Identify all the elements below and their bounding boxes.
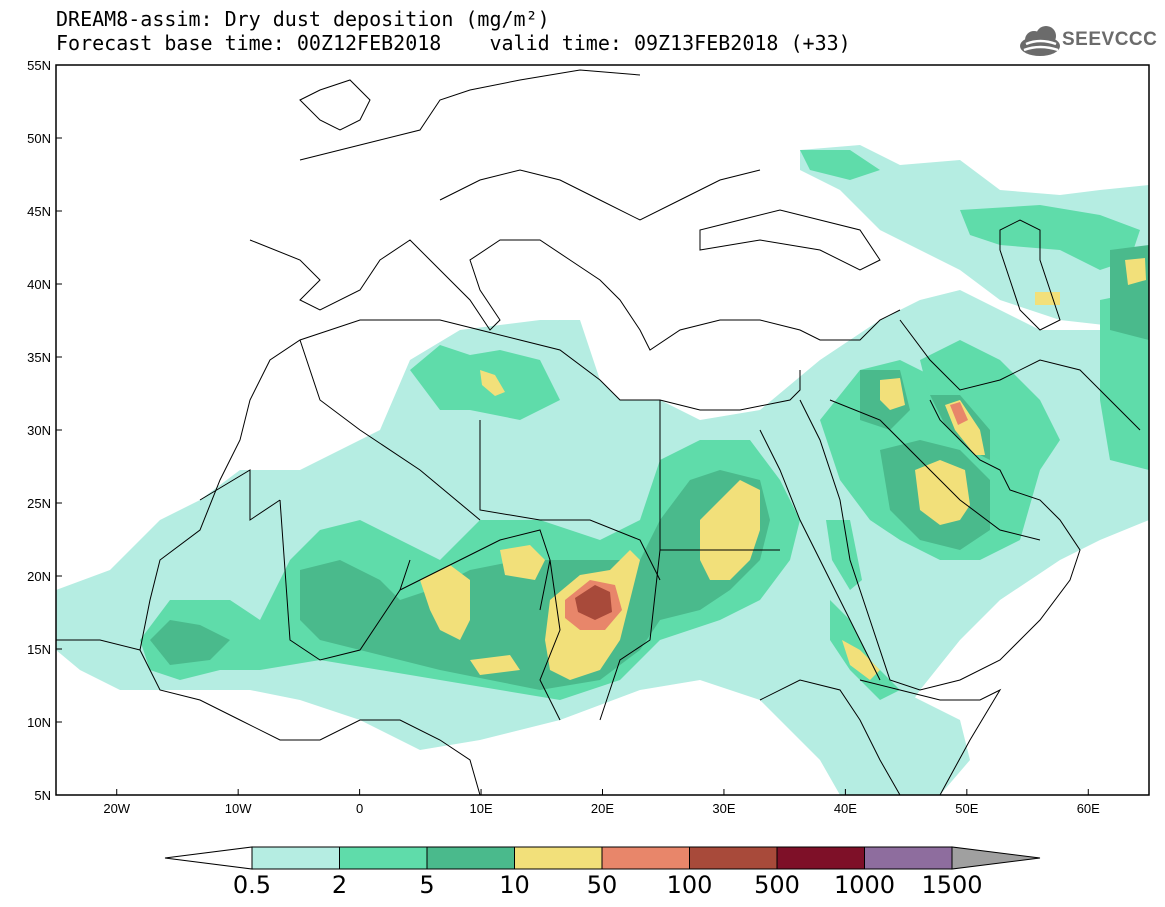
- dust-field: [56, 145, 1149, 795]
- lon-tick-label: 10W: [225, 801, 252, 816]
- border-mauritania: [199, 469, 281, 521]
- coastlines: [56, 69, 1081, 795]
- dust-contour-10-tunisia: [480, 370, 505, 396]
- coastline-arabia: [799, 399, 1081, 691]
- legend-label: 1000: [834, 871, 895, 899]
- coastline-uk: [299, 79, 371, 131]
- border-europe: [439, 169, 761, 221]
- lon-tick-label: 10E: [469, 801, 492, 816]
- border-algeria: [299, 339, 481, 521]
- dust-contour-10-ethiopia: [842, 640, 880, 680]
- coastline-black-sea: [699, 209, 881, 271]
- legend-label: 500: [754, 871, 800, 899]
- lon-tick-label: 60E: [1077, 801, 1100, 816]
- legend-swatch: [426, 846, 515, 870]
- coastline-red-sea: [759, 429, 881, 681]
- legend-label: 5: [419, 871, 434, 899]
- dust-contour-10-arabia: [915, 460, 970, 525]
- logo-text: SEEVCCC: [1062, 29, 1158, 50]
- legend-label: 0.5: [233, 871, 271, 899]
- dust-contour-0p5-horn: [840, 690, 970, 795]
- lon-tick-label: 20W: [103, 801, 130, 816]
- legend-swatch: [689, 846, 778, 870]
- lat-tick-label: 30N: [27, 423, 51, 438]
- legend-low-arrow: [164, 846, 253, 870]
- dust-contour-10-niger: [420, 565, 470, 640]
- legend-swatch: [251, 846, 340, 870]
- lat-tick-label: 55N: [27, 58, 51, 73]
- border-sudan: [599, 549, 661, 721]
- dust-contour-50-gulf: [950, 402, 968, 425]
- dust-contour-2-red-sea: [826, 520, 862, 590]
- lon-tick-label: 0: [356, 801, 363, 816]
- legend-label: 100: [667, 871, 713, 899]
- dust-contour-10-iraq: [880, 378, 905, 410]
- borders: [199, 169, 1141, 795]
- border-chad: [539, 559, 561, 721]
- cloud-icon: [1020, 26, 1060, 56]
- border-libya: [479, 420, 661, 581]
- coastline-europe-south: [249, 239, 901, 351]
- legend-label: 50: [587, 871, 618, 899]
- color-legend: 0.5 2 5 10 50 100 500 1000 1500: [164, 846, 1041, 899]
- dust-contour-100: [575, 585, 612, 620]
- lat-tick-label: 15N: [27, 642, 51, 657]
- latitude-ticks: 5N 10N 15N 20N 25N 30N 35N 40N 45N 50N 55N: [27, 58, 62, 803]
- lat-tick-label: 20N: [27, 569, 51, 584]
- legend-swatch: [339, 846, 428, 870]
- border-mali: [279, 499, 411, 661]
- coastline-gulf-of-guinea: [139, 649, 481, 795]
- lat-tick-label: 50N: [27, 131, 51, 146]
- legend-swatch: [601, 846, 690, 870]
- lon-tick-label: 20E: [591, 801, 614, 816]
- dust-contour-10-east: [1125, 258, 1146, 285]
- lat-tick-label: 10N: [27, 715, 51, 730]
- lat-tick-label: 35N: [27, 350, 51, 365]
- lat-tick-label: 5N: [34, 788, 51, 803]
- dust-contour-2-sea: [800, 150, 880, 180]
- longitude-ticks: 20W 10W 0 10E 20E 30E 40E 50E 60E: [103, 789, 1100, 816]
- border-iran: [899, 319, 1141, 431]
- legend-high-arrow: [951, 846, 1041, 870]
- border-ethiopia: [759, 679, 901, 795]
- lon-tick-label: 30E: [712, 801, 735, 816]
- dust-contour-2-gulf: [920, 340, 1060, 470]
- dust-contour-10-central: [1035, 292, 1060, 305]
- legend-label: 2: [332, 871, 347, 899]
- dust-contour-2-caspian: [960, 205, 1140, 270]
- legend-swatch: [864, 846, 953, 870]
- map-title: DREAM8-assim: Dry dust deposition (mg/m²…: [56, 7, 550, 31]
- coastline-europe-north: [299, 69, 641, 161]
- dust-contour-5-west: [150, 620, 230, 665]
- map-subtitle: Forecast base time: 00Z12FEB2018 valid t…: [56, 31, 851, 55]
- border-niger: [399, 529, 551, 611]
- legend-label: 1500: [921, 871, 982, 899]
- dust-contour-10-mali: [470, 655, 520, 675]
- lon-tick-label: 50E: [955, 801, 978, 816]
- legend-swatch: [776, 846, 865, 870]
- lat-tick-label: 40N: [27, 277, 51, 292]
- dust-contour-0p5-north: [800, 145, 1149, 330]
- coastline-horn: [859, 679, 1002, 795]
- lon-tick-label: 40E: [834, 801, 857, 816]
- border-saudi: [829, 399, 1041, 541]
- dust-contour-10-egypt: [700, 480, 760, 580]
- legend-label: 10: [499, 871, 530, 899]
- dust-contour-10-libya: [500, 545, 545, 580]
- coastline-caspian: [999, 219, 1061, 331]
- lat-tick-label: 45N: [27, 204, 51, 219]
- legend-swatch: [514, 846, 603, 870]
- lat-tick-label: 25N: [27, 496, 51, 511]
- coastline-north-africa: [56, 319, 801, 651]
